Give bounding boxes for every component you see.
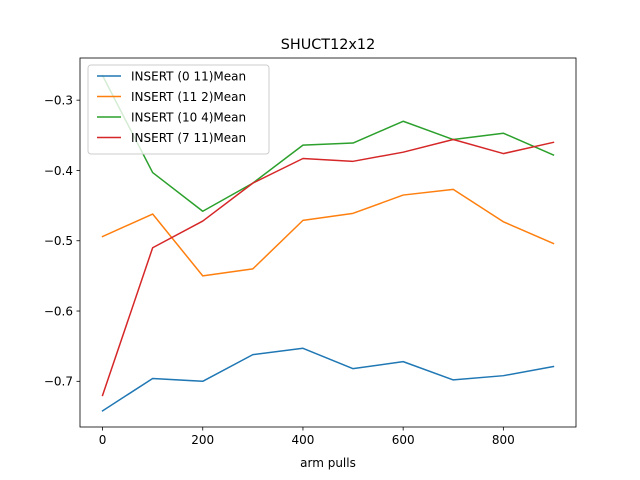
- x-tick-label: 0: [99, 433, 107, 447]
- y-tick-label: −0.3: [44, 93, 73, 107]
- chart-title: SHUCT12x12: [281, 37, 375, 53]
- y-tick-label: −0.4: [44, 164, 73, 178]
- legend-entry-label: INSERT (7 11)Mean: [131, 131, 246, 145]
- legend: INSERT (0 11)Mean INSERT (11 2)Mean INSERT…: [87, 64, 270, 155]
- y-tick-label: −0.6: [44, 304, 73, 318]
- x-tick-label: 800: [492, 433, 515, 447]
- x-tick-label: 200: [191, 433, 214, 447]
- x-axis-label: arm pulls: [300, 456, 356, 470]
- series-line-4: [101, 138, 555, 397]
- series-line-2: [101, 188, 555, 277]
- legend-box: [87, 64, 270, 155]
- series-line-3: [101, 74, 555, 212]
- y-tick-label: −0.5: [44, 234, 73, 248]
- series-line-1: [101, 347, 555, 412]
- y-axis: −0.7 −0.6 −0.5 −0.4 −0.3: [44, 93, 80, 389]
- legend-entry-label: INSERT (0 11)Mean: [131, 69, 246, 83]
- legend-entry-label: INSERT (10 4)Mean: [131, 110, 246, 124]
- plot-frame: [79, 57, 577, 428]
- x-tick-label: 600: [392, 433, 415, 447]
- y-tick-label: −0.7: [44, 375, 73, 389]
- series-layer: [101, 74, 555, 412]
- x-tick-label: 400: [291, 433, 314, 447]
- legend-entry-label: INSERT (11 2)Mean: [131, 90, 246, 104]
- x-axis: 0 200 400 600 800: [99, 427, 515, 447]
